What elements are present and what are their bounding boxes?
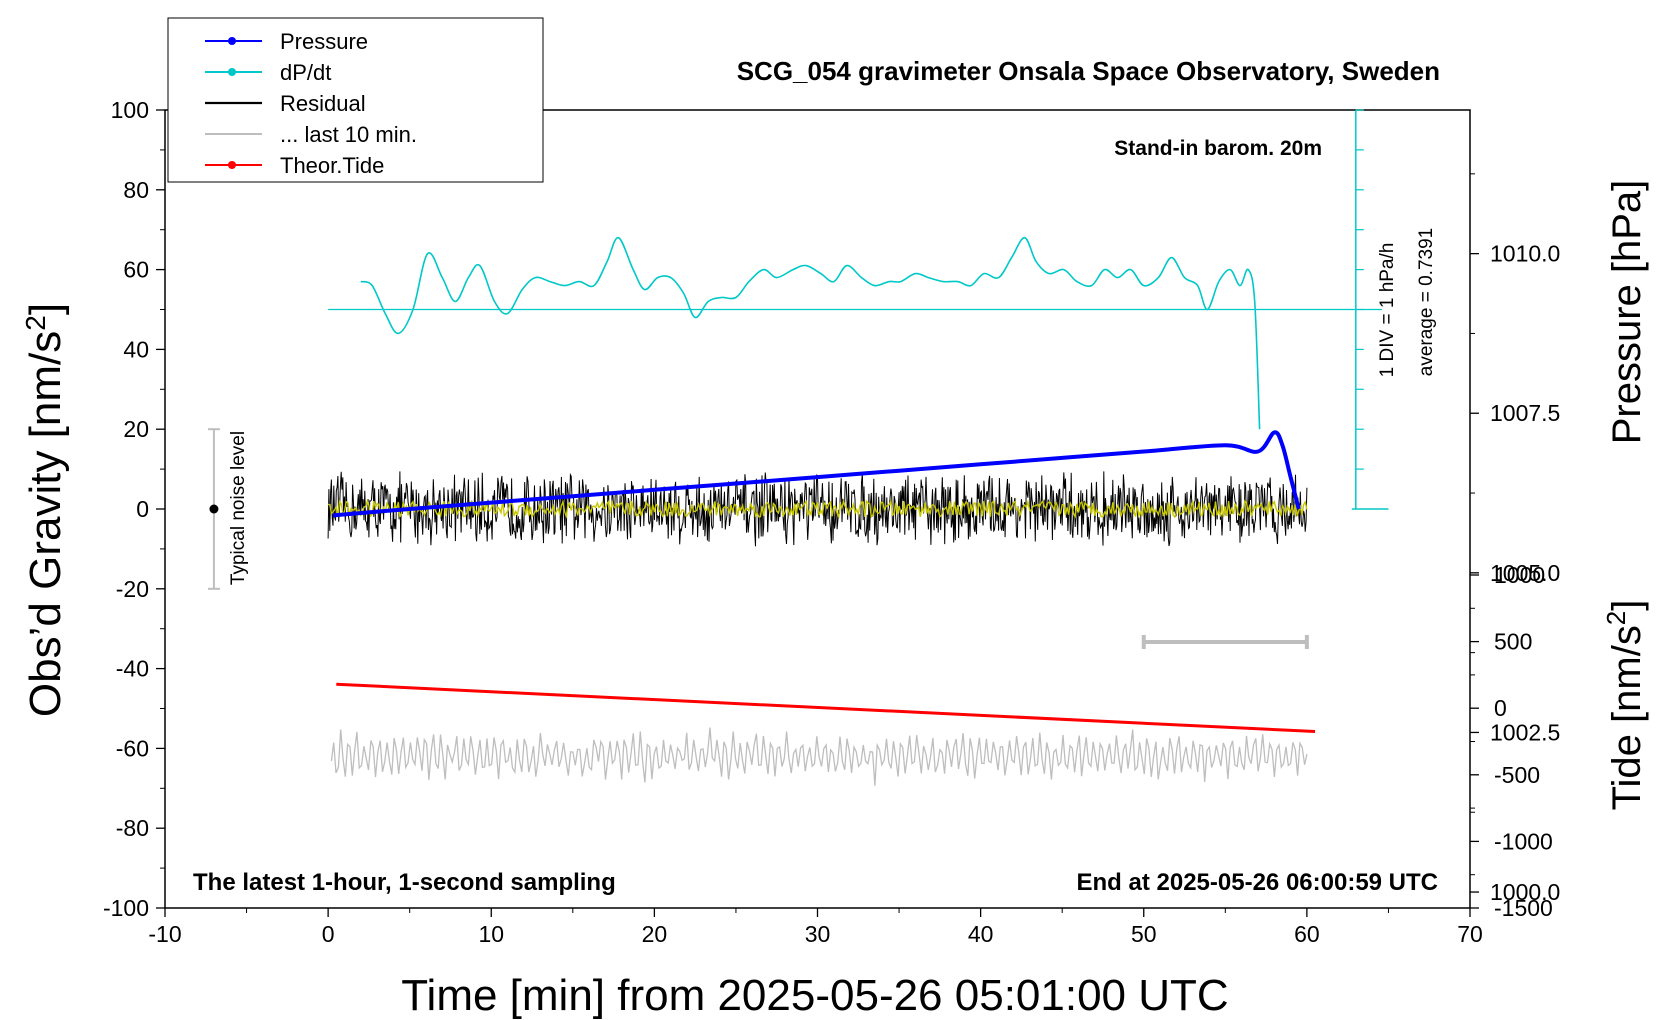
noise-label: Typical noise level [228, 431, 249, 585]
y-tick-label: 20 [123, 416, 149, 442]
noise-level-bar [207, 428, 220, 590]
x-tick-label: 30 [805, 921, 831, 947]
y-tick-label: -100 [103, 895, 149, 921]
dpdt-line [360, 236, 1261, 430]
x-tick-label: 10 [478, 921, 504, 947]
pressure-series [332, 430, 1301, 518]
x-tick-labels: -10 0 10 20 30 40 50 60 70 [148, 921, 1482, 947]
legend-label: dP/dt [280, 60, 331, 85]
y-tick-label: -60 [116, 735, 149, 761]
x-tick-label: 60 [1294, 921, 1320, 947]
x-tick-label: -10 [148, 921, 181, 947]
x-tick-label: 70 [1457, 921, 1483, 947]
y-tick-label: 0 [136, 496, 149, 522]
tide-tick-label: 0 [1494, 695, 1507, 721]
pressure-tick-label: 1000.0 [1490, 879, 1560, 905]
average-label: average = 0.7391 [1416, 228, 1437, 376]
tide-tick-label: -1000 [1494, 828, 1553, 854]
tide-tick-label: 500 [1494, 629, 1532, 655]
dpdt-scale-axis [1351, 109, 1389, 510]
footer-right: End at 2025-05-26 06:00:59 UTC [1077, 869, 1439, 896]
y-tick-label: -80 [116, 815, 149, 841]
pressure-tick-label: 1010.0 [1490, 241, 1560, 267]
y-tick-label: 60 [123, 257, 149, 283]
tide-axis-label-end: ] [1605, 600, 1649, 611]
tide-axis-label-sup: 2 [1601, 611, 1631, 625]
tide-line [336, 682, 1316, 734]
y-axis-label-end: ] [21, 303, 70, 315]
pressure-tick-label: 1002.5 [1490, 719, 1560, 745]
y-tick-label: 80 [123, 177, 149, 203]
y-axis-label: Obs’d Gravity [nm/s2] [20, 303, 71, 717]
legend-items: Pressure dP/dt Residual ... last 10 min. The… [205, 29, 417, 178]
residual-smoothed-line [328, 498, 1308, 520]
legend-label: Pressure [280, 29, 368, 54]
x-tick-label: 0 [322, 921, 335, 947]
y-tick-label: -20 [116, 576, 149, 602]
legend: Pressure dP/dt Residual ... last 10 min. The… [167, 17, 544, 183]
chart-title: SCG_054 gravimeter Onsala Space Observat… [737, 56, 1440, 86]
last-10-min-series [330, 727, 1308, 786]
footer-left: The latest 1-hour, 1-second sampling [193, 869, 616, 896]
tide-tick-label: -500 [1494, 762, 1540, 788]
pressure-tick-labels: 1000.0 1002.5 1005.0 1007.5 1010.0 [1490, 241, 1560, 905]
legend-swatch-marker [228, 37, 236, 45]
y-tick-label: 100 [111, 97, 149, 123]
legend-swatch-marker [228, 68, 236, 76]
div-label: 1 DIV = 1 hPa/h [1377, 243, 1398, 378]
y-axis-label-main: Obs’d Gravity [nm/s [21, 331, 70, 717]
x-axis-label: Time [min] from 2025-05-26 05:01:00 UTC [401, 971, 1228, 1020]
last-10-min-line [330, 727, 1308, 786]
y-axis-label-sup: 2 [20, 315, 51, 331]
x-tick-label: 50 [1131, 921, 1157, 947]
tide-tick-labels: -1500 -1000 -500 0 500 1000 [1494, 562, 1553, 921]
pressure-line [332, 430, 1301, 518]
tide-axis-label-main: Tide [nm/s [1605, 625, 1649, 810]
legend-label: Residual [280, 91, 366, 116]
tide-tick-label: 1000 [1494, 562, 1545, 588]
y-tick-label: -40 [116, 656, 149, 682]
y-tick-label: 40 [123, 336, 149, 362]
axis-ticks [156, 109, 1479, 917]
tide-axis-label: Tide [nm/s2] [1601, 600, 1649, 811]
last-10-min-scale-bar [1141, 635, 1309, 649]
pressure-tick-label: 1005.0 [1490, 560, 1560, 586]
barometer-label: Stand-in barom. 20m [1114, 137, 1322, 160]
noise-bar-dot [209, 504, 219, 514]
residual-smoothed-series [328, 498, 1308, 520]
tide-tick-label: -1500 [1494, 895, 1553, 921]
dpdt-series [360, 236, 1261, 430]
x-tick-label: 20 [642, 921, 668, 947]
legend-label: Theor.Tide [280, 153, 384, 178]
legend-swatch-marker [228, 161, 236, 169]
pressure-axis-label: Pressure [hPa] [1605, 180, 1649, 445]
legend-label: ... last 10 min. [280, 122, 417, 147]
legend-box [167, 17, 544, 183]
pressure-tick-label: 1007.5 [1490, 400, 1560, 426]
x-tick-label: 40 [968, 921, 994, 947]
y-tick-labels: -100 -80 -60 -40 -20 0 20 40 60 80 100 [103, 97, 149, 921]
tide-series [336, 682, 1316, 734]
